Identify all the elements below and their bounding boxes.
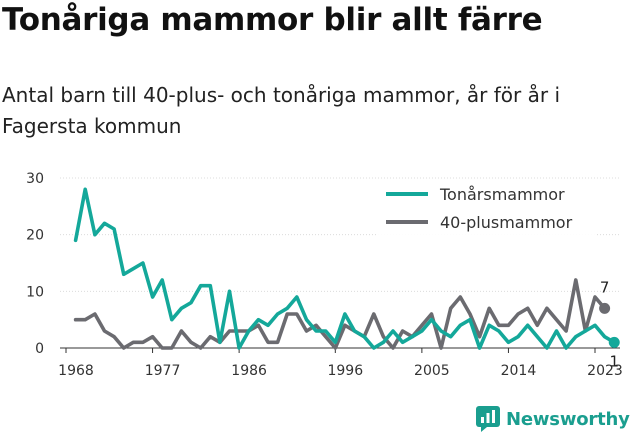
line-chart: 0 10 20 30 1968 1977 1986 1996 2005 2014 2023 7 1 Ton… <box>26 171 623 379</box>
y-tick-label: 10 <box>26 284 44 300</box>
x-tick-label: 1996 <box>327 363 363 379</box>
end-label-40-plusmammor: 7 <box>600 278 610 296</box>
chart-subtitle: Antal barn till 40-plus- och tonåriga ma… <box>2 83 561 138</box>
x-tick-label: 2005 <box>414 363 450 379</box>
end-point-tonarsmammor <box>608 336 620 348</box>
x-tick-label: 2014 <box>501 363 537 379</box>
newsworthy-logo-icon <box>476 406 500 432</box>
legend-label-40-plusmammor: 40-plusmammor <box>440 213 573 232</box>
newsworthy-logo-text: Newsworthy <box>506 408 630 430</box>
end-point-40-plusmammor <box>599 302 611 314</box>
legend-label-tonarsmammor: Tonårsmammor <box>439 185 565 204</box>
newsworthy-logo: Newsworthy <box>476 406 630 432</box>
series-line-tonarsmammor <box>73 187 617 350</box>
series-line-40-plusmammor <box>73 278 607 350</box>
y-tick-label: 20 <box>26 228 44 244</box>
legend-box <box>378 181 596 239</box>
x-tick-label: 2023 <box>587 363 623 379</box>
x-tick-label: 1977 <box>145 363 181 379</box>
x-tick-label: 1986 <box>231 363 267 379</box>
y-tick-label: 0 <box>35 341 44 357</box>
chart-title: Tonåriga mammor blir allt färre <box>2 2 543 38</box>
x-tick-label: 1968 <box>58 363 94 379</box>
end-label-tonarsmammor: 1 <box>609 352 619 370</box>
y-tick-label: 30 <box>26 171 44 187</box>
